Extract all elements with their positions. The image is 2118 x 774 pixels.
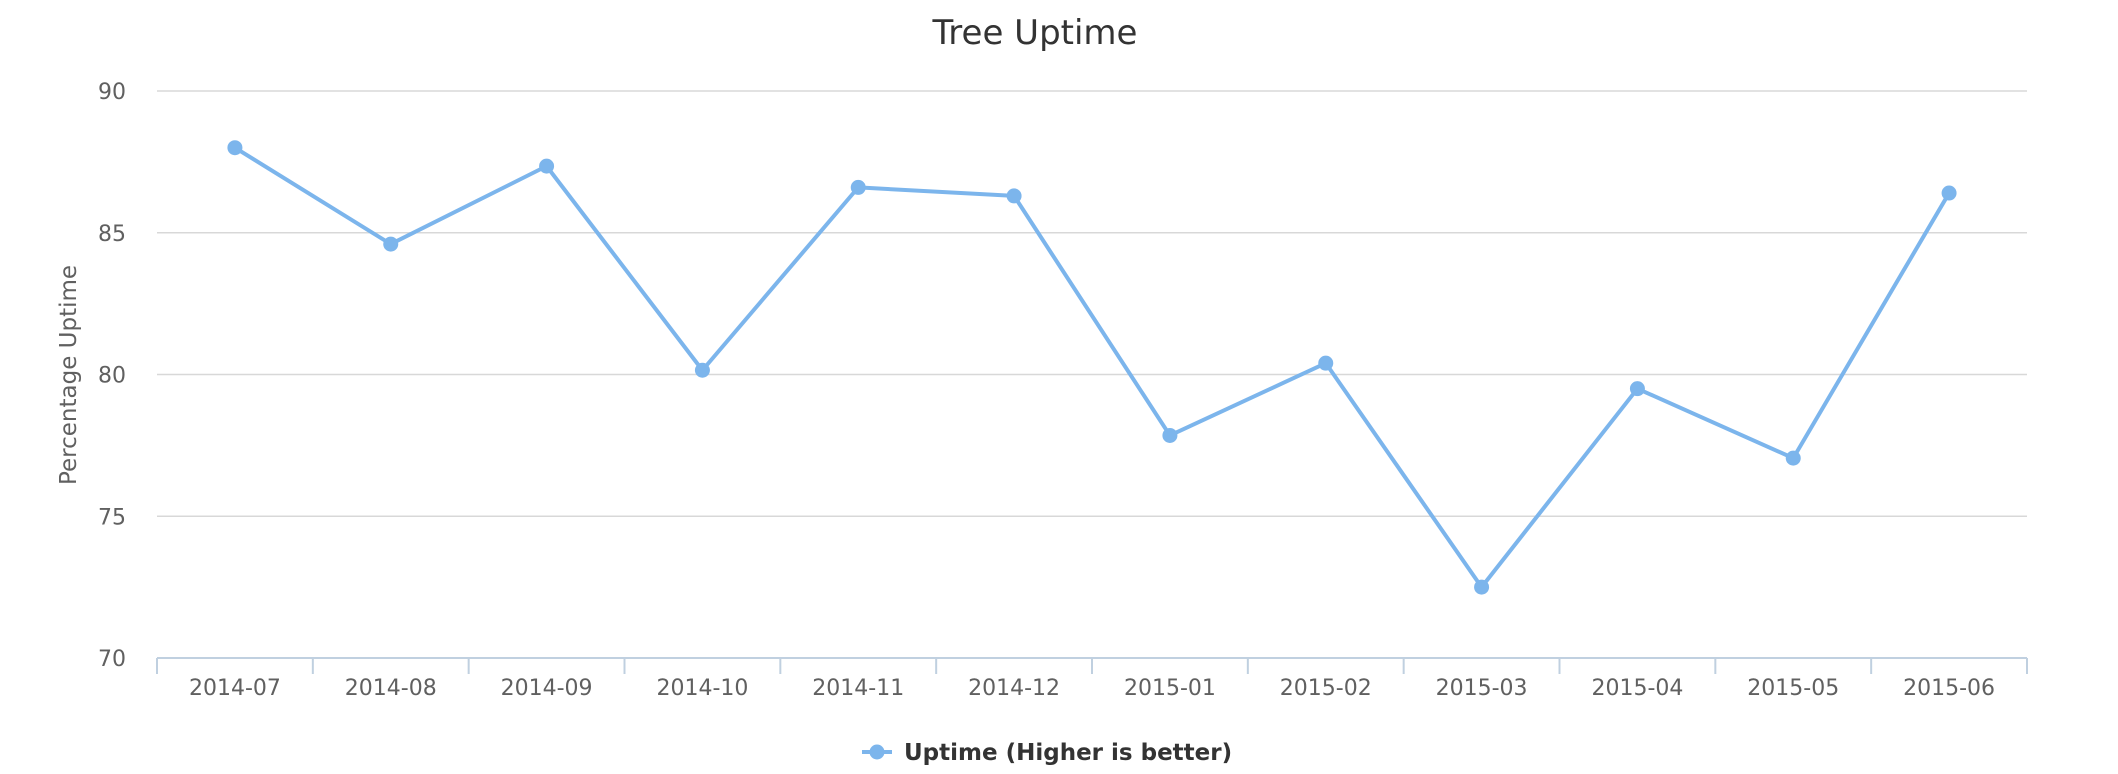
data-point[interactable]: [694, 362, 710, 378]
data-point[interactable]: [1629, 381, 1645, 397]
y-axis-ticks: 70 75 80 85 90: [98, 80, 126, 672]
data-point[interactable]: [383, 236, 399, 252]
grid-lines: [157, 90, 2027, 517]
legend-label: Uptime (Higher is better): [904, 740, 1232, 766]
data-point[interactable]: [1318, 355, 1334, 371]
data-point[interactable]: [1006, 188, 1022, 204]
series-line: [232, 145, 1952, 590]
legend-marker-symbol: [869, 744, 885, 760]
series-group: [227, 140, 1957, 595]
x-tick-label: 2015-04: [1591, 676, 1683, 701]
x-tick-label: 2014-11: [812, 676, 904, 701]
x-tick-label: 2014-10: [656, 676, 748, 701]
x-tick-label: 2015-01: [1124, 676, 1216, 701]
data-point[interactable]: [850, 179, 866, 195]
x-tick-label: 2015-03: [1436, 676, 1528, 701]
y-tick-label: 90: [98, 80, 126, 105]
data-point[interactable]: [1785, 450, 1801, 466]
series: [227, 140, 1957, 595]
y-axis-title: Percentage Uptime: [56, 265, 82, 485]
legend[interactable]: Uptime (Higher is better): [862, 740, 1232, 766]
x-tick-label: 2014-12: [968, 676, 1060, 701]
legend-item[interactable]: Uptime (Higher is better): [862, 740, 1232, 766]
data-point[interactable]: [227, 140, 243, 156]
chart-title: Tree Uptime: [932, 13, 1138, 53]
data-point[interactable]: [1162, 427, 1178, 443]
x-tick-label: 2014-08: [345, 676, 437, 701]
x-tick-label: 2015-06: [1903, 676, 1995, 701]
y-tick-label: 75: [98, 505, 126, 530]
x-tick-label: 2015-02: [1280, 676, 1372, 701]
data-point[interactable]: [539, 158, 555, 174]
y-tick-label: 85: [98, 222, 126, 247]
y-tick-label: 80: [98, 364, 126, 389]
x-tick-label: 2015-05: [1747, 676, 1839, 701]
x-tick-label: 2014-09: [501, 676, 593, 701]
x-tick-label: 2014-07: [189, 676, 281, 701]
y-tick-label: 70: [98, 647, 126, 672]
data-point[interactable]: [1474, 579, 1490, 595]
data-point[interactable]: [1941, 185, 1957, 201]
x-axis: 2014-07 2014-08 2014-09 2014-10 2014-11 2014-…: [156, 657, 2028, 701]
